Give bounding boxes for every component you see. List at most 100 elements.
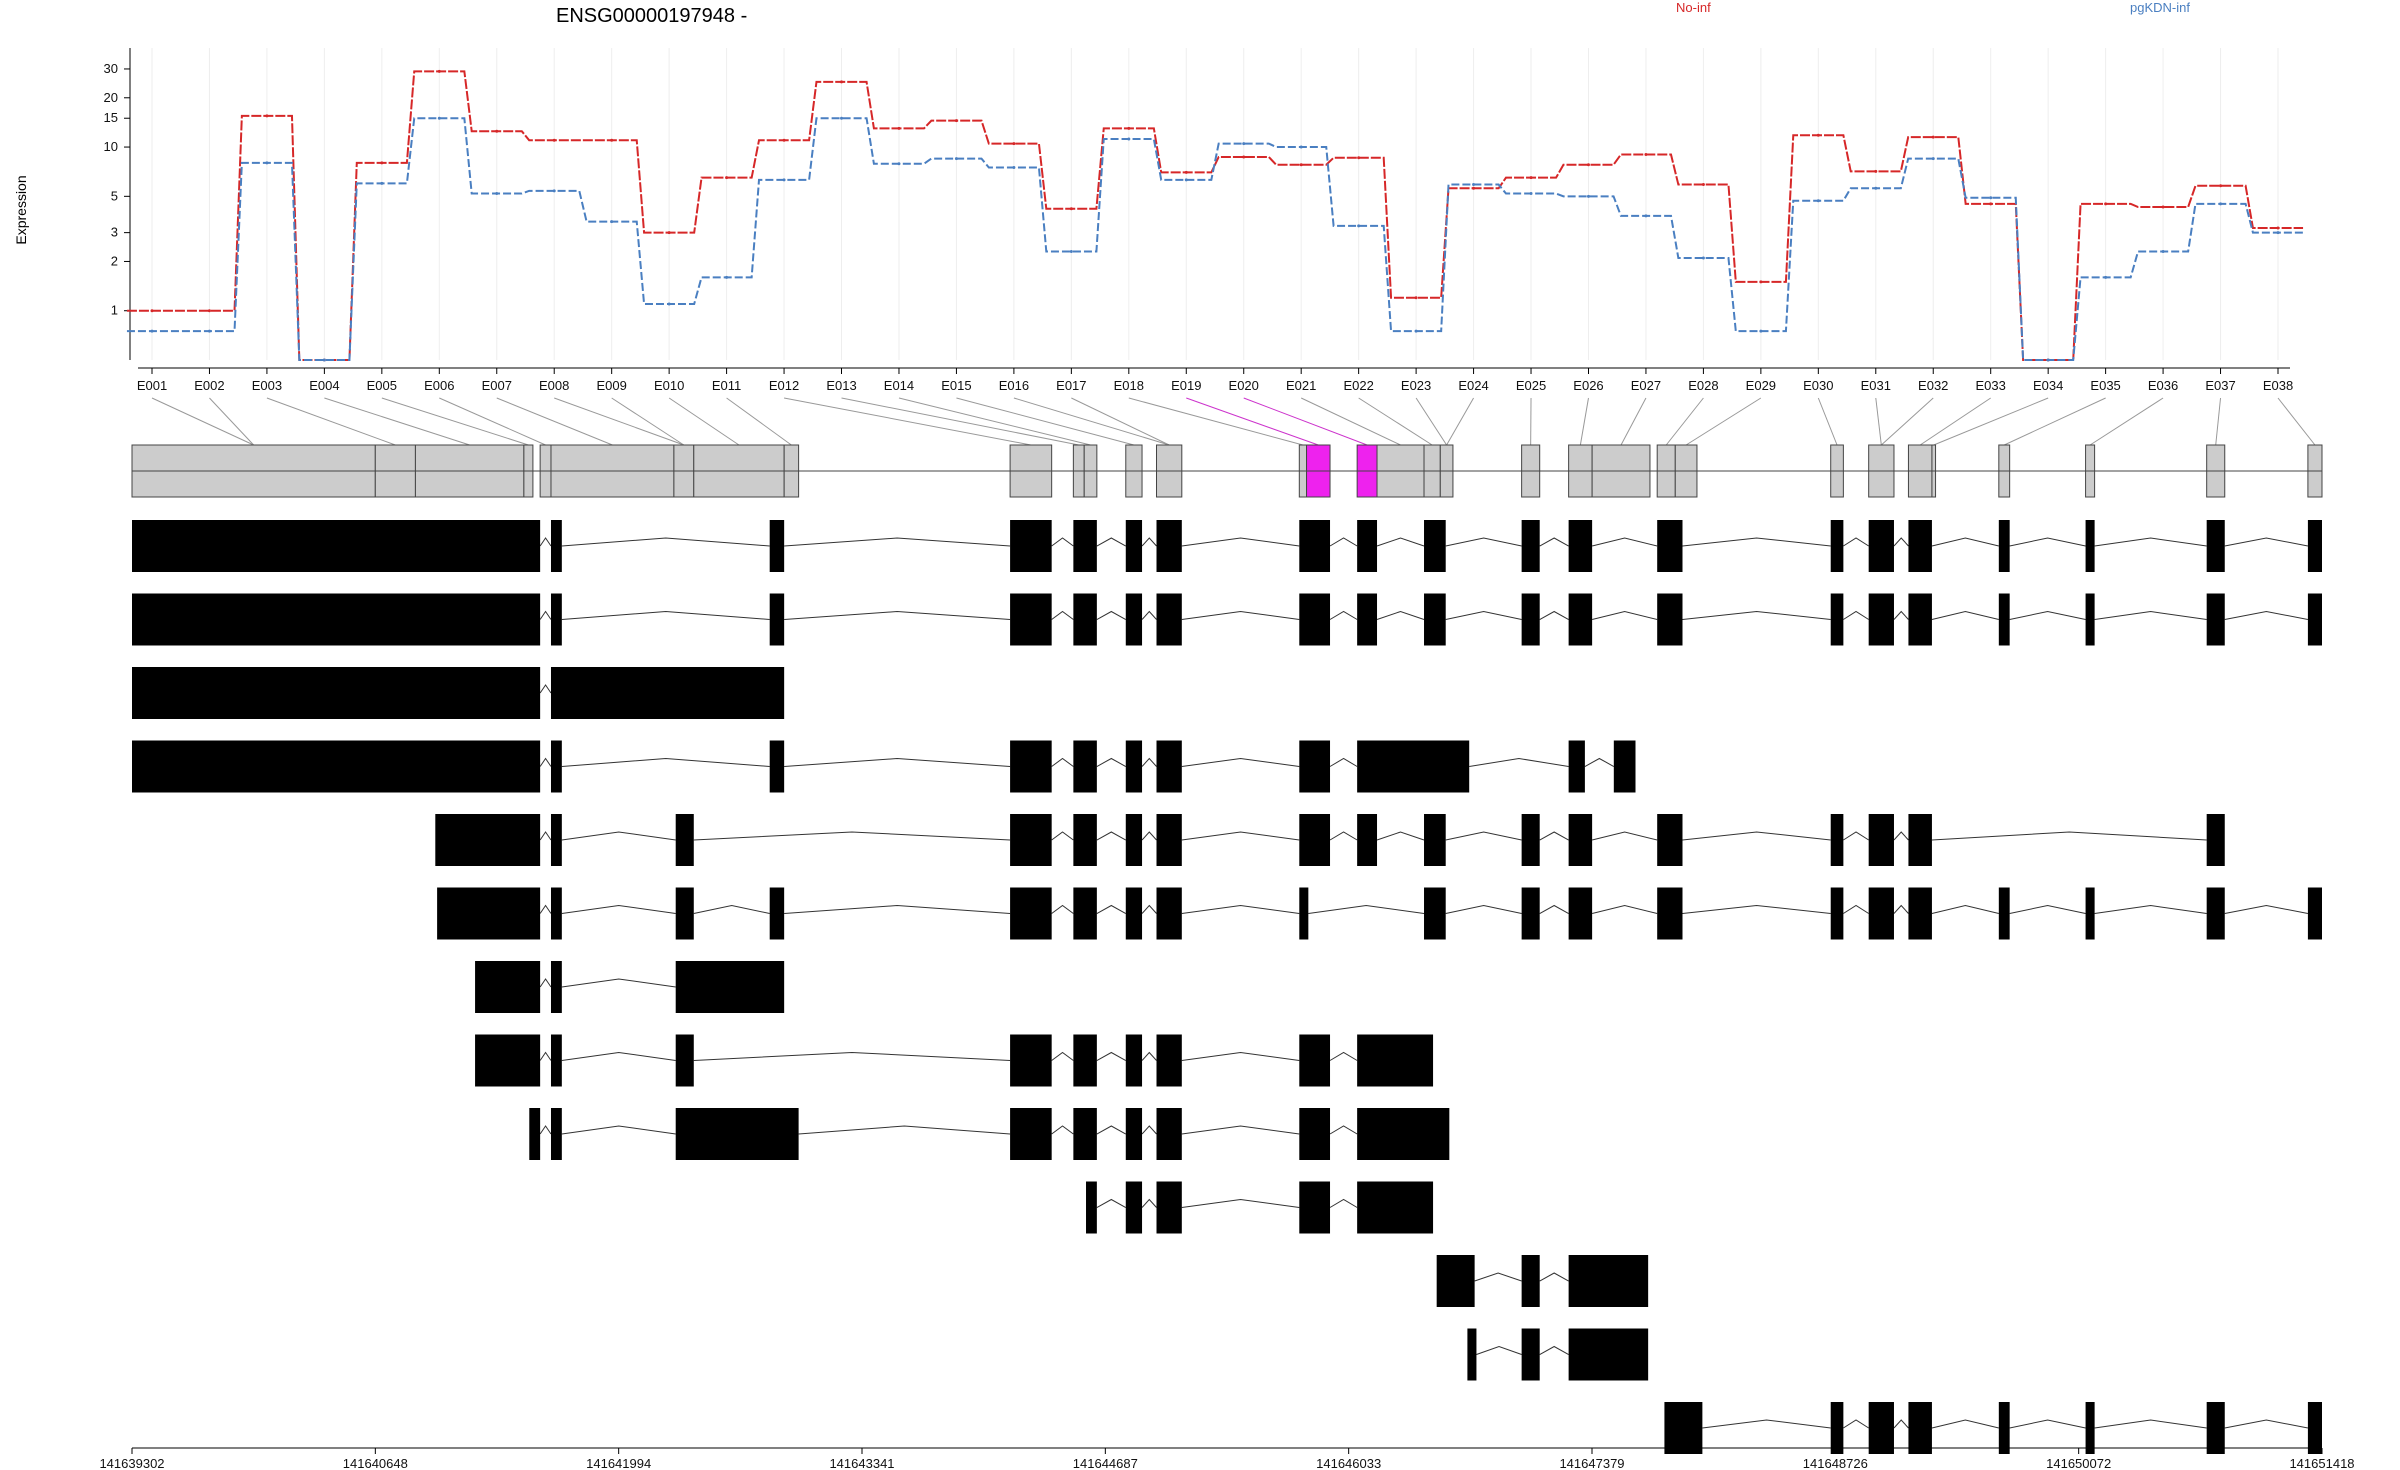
- transcript-exon-5-3: [1010, 814, 1052, 866]
- intron-8-1: [561, 1051, 676, 1061]
- transcript-exon-1-6: [1156, 520, 1182, 572]
- intron-6-17: [2094, 904, 2207, 914]
- bin-label-E001: E001: [137, 378, 167, 393]
- transcript-exon-4-5: [1125, 740, 1143, 793]
- intron-2-7: [1329, 610, 1358, 620]
- transcript-exon-2-15: [1908, 593, 1932, 646]
- connector-E027: [1620, 397, 1647, 446]
- transcript-exon-1-14: [1868, 520, 1894, 572]
- intron-5-13: [1843, 831, 1869, 841]
- point-No-inf-E020: [1242, 155, 1246, 159]
- intron-6-18: [2224, 904, 2308, 914]
- connector-E019: [1186, 397, 1319, 446]
- connector-E036: [2089, 397, 2164, 446]
- transcript-4: [132, 740, 1636, 793]
- transcript-exon-4-10: [1613, 740, 1636, 793]
- transcript-exon-1-11: [1568, 520, 1593, 572]
- transcript-exon-6-6: [1125, 887, 1143, 940]
- genomic-tick-label-141641994: 141641994: [586, 1456, 651, 1470]
- connector-E017: [1071, 397, 1170, 446]
- transcript-exon-5-5: [1125, 814, 1143, 866]
- bin-label-E002: E002: [194, 378, 224, 393]
- y-tick-label-2: 2: [111, 253, 118, 268]
- transcript-exon-8-2: [675, 1034, 694, 1087]
- intron-11-0: [1474, 1272, 1522, 1282]
- transcript-1: [132, 520, 2322, 572]
- transcript-exon-2-2: [769, 593, 785, 646]
- bin-label-E031: E031: [1861, 378, 1891, 393]
- transcript-exon-13-6: [2206, 1402, 2225, 1454]
- gridlines: [151, 48, 2279, 360]
- transcript-exon-7-1: [550, 961, 562, 1013]
- transcript-exon-6-7: [1156, 887, 1182, 940]
- connector-E012: [783, 397, 1031, 446]
- intron-12-1: [1539, 1345, 1569, 1355]
- bin-label-E011: E011: [712, 378, 741, 393]
- intron-6-3: [784, 904, 1011, 914]
- intron-2-4: [1096, 610, 1127, 620]
- bin-label-E003: E003: [252, 378, 282, 393]
- y-tick-label-30: 30: [104, 61, 118, 76]
- intron-6-1: [561, 904, 676, 914]
- connector-E038: [2277, 397, 2316, 446]
- intron-1-3: [1051, 537, 1074, 547]
- intron-5-11: [1592, 831, 1658, 841]
- connector-E016: [1013, 397, 1170, 446]
- transcript-exon-5-8: [1357, 814, 1378, 866]
- connector-E031: [1875, 397, 1882, 446]
- transcript-exon-10-1: [1125, 1181, 1143, 1234]
- transcript-exon-5-1: [550, 814, 562, 866]
- transcript-exon-1-9: [1424, 520, 1446, 572]
- transcript-exon-2-5: [1125, 593, 1143, 646]
- transcript-exon-9-0: [529, 1108, 541, 1160]
- intron-10-3: [1329, 1198, 1358, 1208]
- transcript-exon-4-2: [769, 740, 785, 793]
- transcript-tracks: [132, 520, 2322, 1454]
- y-axis: 1 2 3 5 10 15 20 30: [104, 48, 131, 360]
- genomic-tick-label-141648726: 141648726: [1803, 1456, 1868, 1470]
- intron-10-2: [1181, 1198, 1300, 1208]
- intron-2-14: [1893, 610, 1909, 620]
- intron-6-9: [1445, 904, 1522, 914]
- intron-6-11: [1592, 904, 1658, 914]
- transcript-exon-2-8: [1357, 593, 1378, 646]
- bin-label-E019: E019: [1171, 378, 1201, 393]
- connector-E021: [1300, 397, 1401, 446]
- transcript-exon-2-10: [1521, 593, 1540, 646]
- transcript-exon-8-5: [1125, 1034, 1143, 1087]
- intron-5-3: [1051, 831, 1074, 841]
- transcript-exon-6-2: [675, 887, 694, 940]
- transcript-exon-3-0: [132, 667, 541, 719]
- connector-E033: [1919, 397, 1991, 446]
- transcript-exon-2-16: [1998, 593, 2010, 646]
- point-pgKDN-inf-E026: [1586, 194, 1590, 198]
- transcript-exon-4-1: [550, 740, 562, 793]
- intron-6-8: [1308, 904, 1425, 914]
- transcript-exon-6-4: [1010, 887, 1052, 940]
- intron-1-0: [539, 537, 552, 547]
- y-tick-label-3: 3: [111, 225, 118, 240]
- transcript-exon-5-7: [1299, 814, 1331, 866]
- transcript-exon-11-2: [1568, 1255, 1649, 1307]
- bin-label-E026: E026: [1573, 378, 1603, 393]
- intron-13-3: [1931, 1419, 1999, 1429]
- intron-9-3: [1051, 1125, 1074, 1135]
- transcript-exon-9-8: [1357, 1108, 1450, 1160]
- transcript-exon-2-17: [2085, 593, 2095, 646]
- transcript-exon-1-18: [2206, 520, 2225, 572]
- y-tick-label-1: 1: [111, 303, 118, 318]
- connector-E024: [1446, 397, 1475, 446]
- intron-4-7: [1329, 757, 1358, 767]
- intron-1-13: [1843, 537, 1869, 547]
- transcript-exon-12-0: [1467, 1328, 1477, 1381]
- transcript-exon-13-1: [1830, 1402, 1844, 1454]
- intron-8-4: [1096, 1051, 1127, 1061]
- intron-8-6: [1181, 1051, 1300, 1061]
- transcript-exon-8-3: [1010, 1034, 1052, 1087]
- intron-6-14: [1893, 904, 1909, 914]
- transcript-exon-4-7: [1299, 740, 1331, 793]
- intron-6-4: [1051, 904, 1074, 914]
- intron-8-7: [1329, 1051, 1358, 1061]
- intron-9-0: [539, 1125, 552, 1135]
- intron-2-8: [1376, 610, 1425, 620]
